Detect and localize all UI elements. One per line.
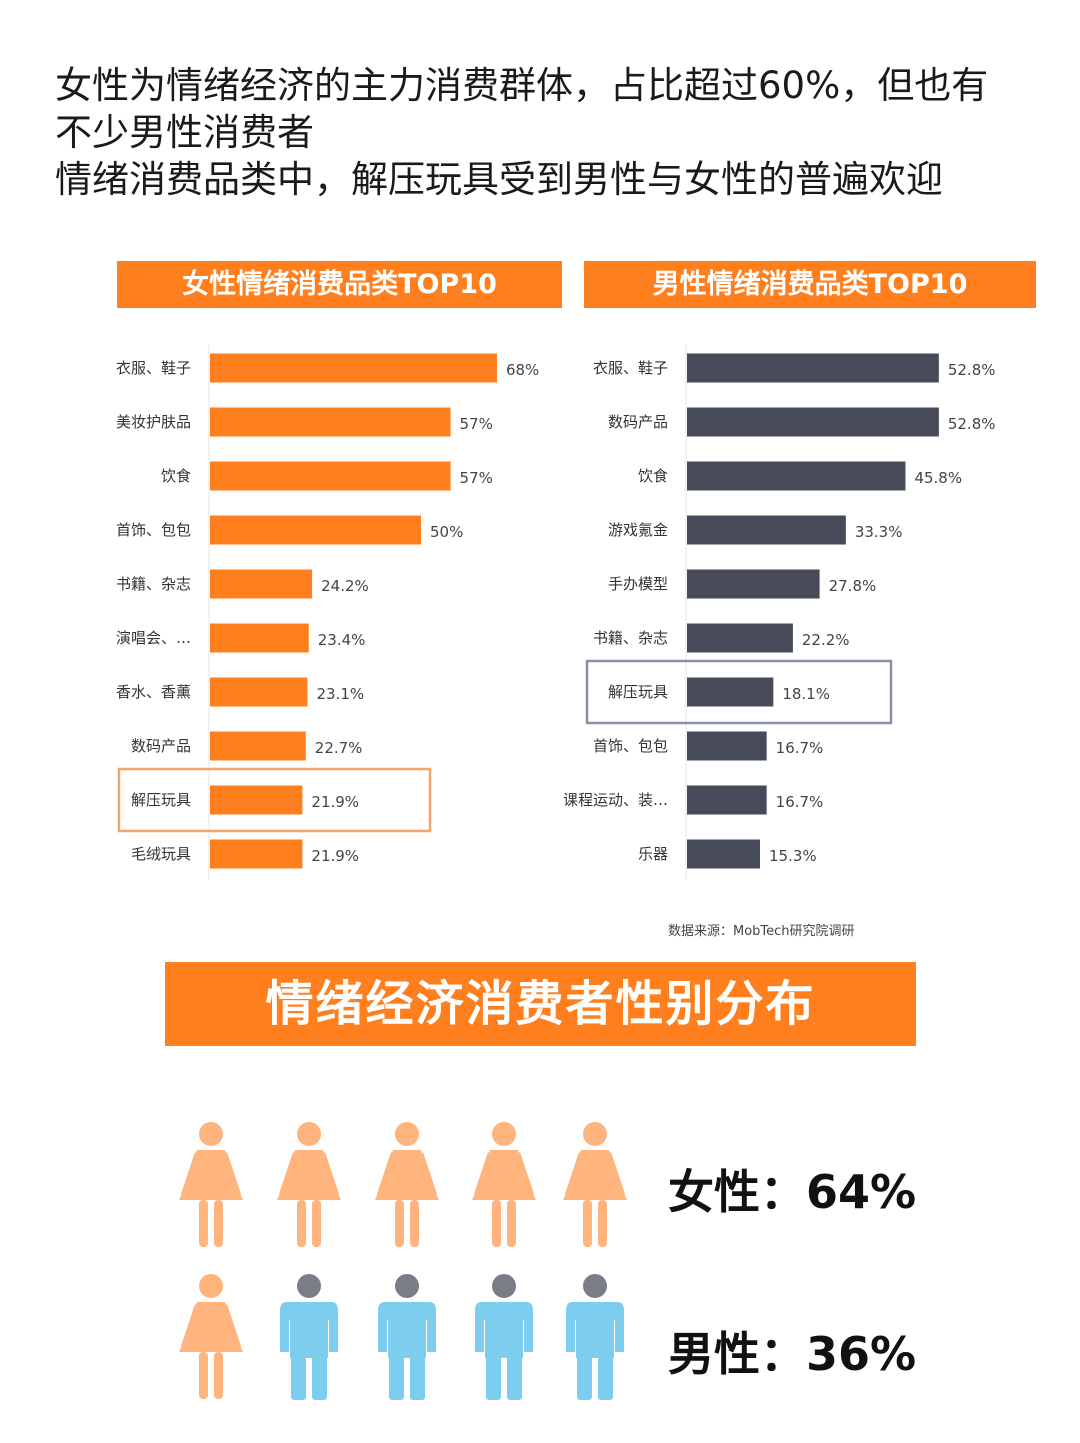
male-category-label: 手办模型 <box>608 575 668 593</box>
female-share-label: 女性：64% <box>668 1165 917 1219</box>
female-chart-title: 女性情绪消费品类TOP10 <box>117 261 562 308</box>
male-value-label: 16.7% <box>776 739 824 757</box>
female-bar <box>210 515 421 545</box>
female-value-label: 23.1% <box>316 685 364 703</box>
male-value-label: 45.8% <box>914 469 962 487</box>
male-category-label: 衣服、鞋子 <box>593 359 668 377</box>
male-bar-chart: 衣服、鞋子 52.8% 数码产品 52.8% 饮食 45.8% 游戏氪金 33.3% 手办模型 2… <box>563 345 996 880</box>
female-figure-icon <box>277 1122 341 1247</box>
female-figure-icon <box>375 1122 439 1247</box>
female-category-label: 解压玩具 <box>131 791 191 809</box>
female-bar <box>210 623 309 653</box>
female-category-label: 香水、香薰 <box>116 683 191 701</box>
male-bar <box>687 353 939 383</box>
male-value-label: 27.8% <box>829 577 877 595</box>
female-figure-icon <box>179 1122 243 1247</box>
gender-distribution-title: 情绪经济消费者性别分布 <box>165 962 916 1046</box>
female-value-label: 23.4% <box>318 631 366 649</box>
male-category-label: 饮食 <box>638 467 668 485</box>
female-category-label: 首饰、包包 <box>116 521 191 539</box>
male-highlight-box <box>585 659 893 725</box>
headline-line-2: 不少男性消费者 <box>55 111 314 154</box>
male-category-label: 解压玩具 <box>608 683 668 701</box>
female-category-label: 毛绒玩具 <box>131 845 191 863</box>
male-category-label: 书籍、杂志 <box>593 629 668 647</box>
female-category-label: 书籍、杂志 <box>116 575 191 593</box>
female-category-label: 衣服、鞋子 <box>116 359 191 377</box>
male-figure-icon <box>378 1274 436 1400</box>
male-category-label: 游戏氪金 <box>608 521 668 539</box>
female-value-label: 21.9% <box>311 847 359 865</box>
male-bar <box>687 677 774 707</box>
female-bar <box>210 785 303 815</box>
male-value-label: 22.2% <box>802 631 850 649</box>
female-category-label: 演唱会、… <box>116 629 191 647</box>
male-bar <box>687 515 846 545</box>
male-figure-icon <box>566 1274 624 1400</box>
female-bar-chart: 衣服、鞋子 68% 美妆护肤品 57% 饮食 57% 首饰、包包 50% 书籍、杂志 24.2% 演… <box>116 345 539 880</box>
male-bar <box>687 407 939 437</box>
male-bar <box>687 623 793 653</box>
female-bar <box>210 731 306 761</box>
male-value-label: 52.8% <box>948 415 996 433</box>
male-category-label: 乐器 <box>638 845 668 863</box>
gender-pictogram <box>179 1122 627 1400</box>
male-figure-icon <box>475 1274 533 1400</box>
female-category-label: 美妆护肤品 <box>116 413 191 431</box>
male-bar <box>687 731 767 761</box>
male-category-label: 数码产品 <box>608 413 668 431</box>
male-chart-title: 男性情绪消费品类TOP10 <box>584 261 1036 308</box>
male-share-label: 男性：36% <box>668 1327 917 1381</box>
data-source: 数据来源：MobTech研究院调研 <box>668 924 855 939</box>
male-bar <box>687 569 820 599</box>
male-bar <box>687 785 767 815</box>
female-bar <box>210 461 451 491</box>
male-value-label: 33.3% <box>855 523 903 541</box>
female-figure-icon <box>179 1274 243 1399</box>
male-value-label: 16.7% <box>776 793 824 811</box>
male-value-label: 15.3% <box>769 847 817 865</box>
headline-line-1: 女性为情绪经济的主力消费群体，占比超过60%，但也有 <box>55 64 989 107</box>
female-value-label: 57% <box>460 469 493 487</box>
male-value-label: 18.1% <box>782 685 830 703</box>
female-value-label: 24.2% <box>321 577 369 595</box>
female-figure-icon <box>472 1122 536 1247</box>
headline-line-3: 情绪消费品类中，解压玩具受到男性与女性的普遍欢迎 <box>55 158 943 201</box>
female-value-label: 22.7% <box>315 739 363 757</box>
female-bar <box>210 407 451 437</box>
female-bar <box>210 839 303 869</box>
female-highlight-box <box>117 767 432 833</box>
female-bar <box>210 677 308 707</box>
male-bar <box>687 839 760 869</box>
female-category-label: 数码产品 <box>131 737 191 755</box>
male-figure-icon <box>280 1274 338 1400</box>
male-category-label: 首饰、包包 <box>593 737 668 755</box>
female-bar <box>210 569 313 599</box>
female-bar <box>210 353 497 383</box>
male-bar <box>687 461 906 491</box>
female-category-label: 饮食 <box>161 467 191 485</box>
female-value-label: 21.9% <box>311 793 359 811</box>
female-figure-icon <box>563 1122 627 1247</box>
female-value-label: 68% <box>506 361 539 379</box>
male-value-label: 52.8% <box>948 361 996 379</box>
female-value-label: 50% <box>430 523 463 541</box>
headline: 女性为情绪经济的主力消费群体，占比超过60%，但也有 不少男性消费者 情绪消费品… <box>55 62 1045 203</box>
female-value-label: 57% <box>460 415 493 433</box>
male-category-label: 课程运动、装… <box>563 791 668 809</box>
